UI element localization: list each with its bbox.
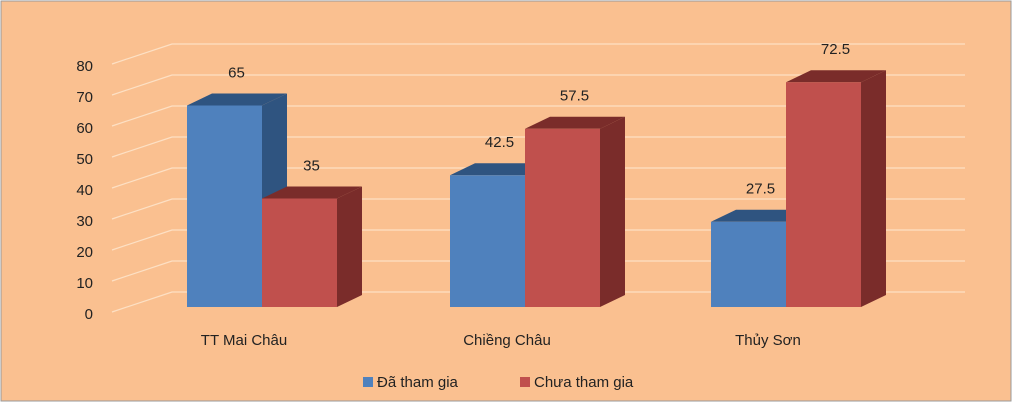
grid-line — [111, 260, 965, 282]
legend-swatch — [520, 377, 530, 387]
grid-line — [111, 167, 965, 189]
bar-face — [262, 186, 362, 199]
y-tick-label: 80 — [76, 58, 93, 75]
x-tick-label: Chiềng Châu — [463, 332, 551, 349]
grid-line — [111, 291, 965, 313]
data-label: 42.5 — [485, 134, 514, 151]
x-tick-label: TT Mai Châu — [201, 332, 287, 349]
grid-line — [111, 43, 965, 65]
grid-line — [111, 136, 965, 158]
y-tick-label: 10 — [76, 275, 93, 292]
data-label: 72.5 — [821, 41, 850, 58]
legend-label: Đã tham gia — [377, 374, 459, 391]
y-tick-label: 30 — [76, 213, 93, 230]
bar-face — [525, 116, 625, 129]
legend-label: Chưa tham gia — [534, 374, 634, 391]
bar-face — [525, 128, 600, 307]
grid-line — [111, 105, 965, 127]
bar-face — [187, 105, 262, 307]
y-tick-label: 70 — [76, 89, 93, 106]
bar-face — [450, 175, 525, 307]
legend-swatch — [363, 377, 373, 387]
y-tick-label: 0 — [85, 306, 93, 323]
bar — [786, 70, 886, 307]
data-label: 65 — [228, 64, 245, 81]
bar-face — [187, 93, 287, 106]
data-label: 57.5 — [560, 88, 589, 105]
grid-line — [111, 198, 965, 220]
y-tick-label: 60 — [76, 120, 93, 137]
grid-line — [111, 74, 965, 96]
bar-face — [861, 70, 886, 307]
bar-face — [786, 70, 886, 83]
grid-line — [111, 229, 965, 251]
data-label: 35 — [303, 157, 320, 174]
y-tick-label: 40 — [76, 182, 93, 199]
bar-face — [262, 198, 337, 307]
bar-face — [711, 221, 786, 307]
bar-face — [786, 82, 861, 307]
data-label: 27.5 — [746, 181, 775, 198]
x-tick-label: Thủy Sơn — [735, 332, 801, 349]
bar-face — [337, 186, 362, 307]
bar-face — [600, 116, 625, 307]
bar — [262, 186, 362, 307]
y-tick-label: 50 — [76, 151, 93, 168]
y-tick-label: 20 — [76, 244, 93, 261]
bar — [525, 116, 625, 307]
